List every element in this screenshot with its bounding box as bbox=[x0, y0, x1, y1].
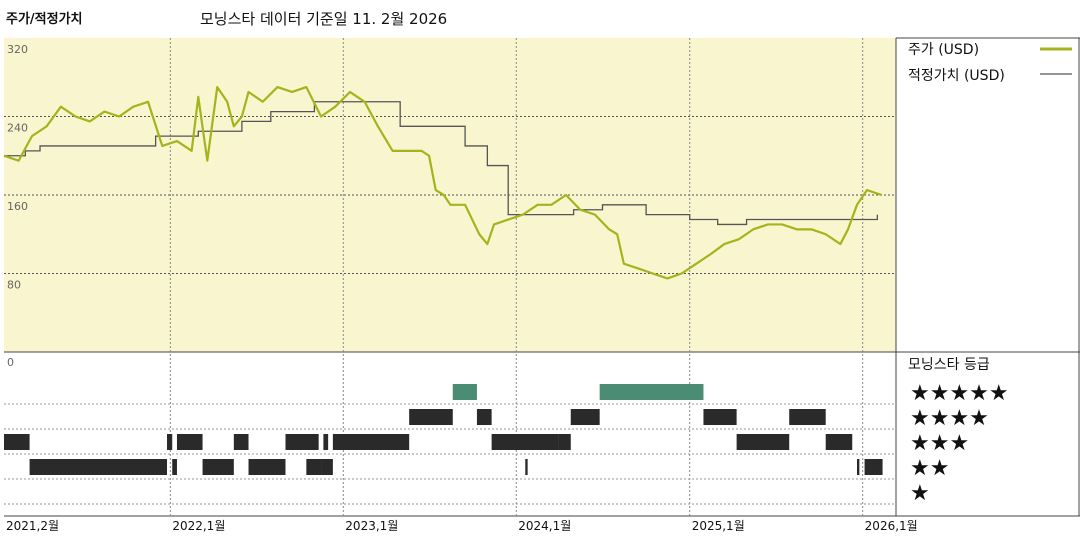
rating-segment bbox=[789, 409, 826, 425]
y-tick-label: 240 bbox=[7, 122, 28, 135]
star-legend: ★★★★★★★★★★★★★★★ bbox=[910, 381, 1009, 506]
fair-value-line bbox=[4, 101, 879, 226]
data-date-caption: 모닝스타 데이터 기준일 11. 2월 2026 bbox=[200, 10, 448, 28]
rating-segment bbox=[285, 434, 319, 450]
rating-segment bbox=[4, 434, 30, 450]
x-tick-label: 2023,1월 bbox=[345, 519, 398, 533]
legend-price-label: 주가 (USD) bbox=[908, 42, 979, 58]
rating-segment bbox=[167, 434, 173, 450]
rating-segment bbox=[29, 459, 168, 475]
rating-segment bbox=[452, 384, 477, 400]
rating-segment bbox=[570, 409, 600, 425]
legend-fair-value-label: 적정가치 (USD) bbox=[908, 68, 1005, 84]
rating-segment bbox=[476, 409, 492, 425]
y-tick-label: 160 bbox=[7, 200, 28, 213]
rating-segment bbox=[599, 384, 704, 400]
star-rating-label: ★★★ bbox=[910, 431, 969, 456]
y-tick-label: 320 bbox=[7, 43, 28, 56]
rating-segment bbox=[703, 409, 737, 425]
rating-legend-title: 모닝스타 등급 bbox=[908, 357, 990, 373]
rating-segment bbox=[321, 459, 333, 475]
rating-gridlines bbox=[4, 403, 896, 505]
y-tick-label: 0 bbox=[7, 356, 14, 369]
star-rating-label: ★★ bbox=[910, 456, 949, 481]
rating-segment bbox=[202, 459, 234, 475]
rating-bars bbox=[4, 384, 883, 475]
star-rating-label: ★ bbox=[910, 481, 930, 506]
price-line bbox=[3, 85, 882, 280]
fair-value-series bbox=[4, 101, 879, 226]
x-tick-label: 2024,1월 bbox=[518, 519, 571, 533]
rating-segment bbox=[525, 459, 528, 475]
y-axis-ticks: 320 240 160 80 0 bbox=[7, 43, 28, 369]
rating-segment bbox=[736, 434, 790, 450]
star-rating-label: ★★★★ bbox=[910, 406, 989, 431]
rating-segment bbox=[172, 459, 177, 475]
rating-segment bbox=[856, 459, 860, 475]
rating-segment bbox=[323, 434, 329, 450]
star-rating-label: ★★★★★ bbox=[910, 381, 1009, 406]
rating-segment bbox=[306, 459, 322, 475]
rating-segment bbox=[864, 459, 883, 475]
y-tick-label: 80 bbox=[7, 279, 21, 292]
rating-segment bbox=[491, 434, 559, 450]
x-tick-label: 2026,1월 bbox=[865, 519, 918, 533]
rating-segment bbox=[176, 434, 203, 450]
rating-segment bbox=[248, 459, 286, 475]
rating-segment bbox=[558, 434, 571, 450]
x-tick-label: 2025,1월 bbox=[692, 519, 745, 533]
x-tick-label: 2021,2월 bbox=[6, 519, 59, 533]
rating-segment bbox=[332, 434, 410, 450]
rating-segment bbox=[233, 434, 249, 450]
x-axis-ticks: 2021,2월 2022,1월 2023,1월 2024,1월 2025,1월 2026,… bbox=[6, 519, 918, 533]
x-tick-label: 2022,1월 bbox=[172, 519, 225, 533]
rating-segment bbox=[825, 434, 853, 450]
chart-title: 주가/적정가치 bbox=[6, 12, 83, 27]
price-series bbox=[3, 85, 882, 280]
rating-segment bbox=[409, 409, 453, 425]
